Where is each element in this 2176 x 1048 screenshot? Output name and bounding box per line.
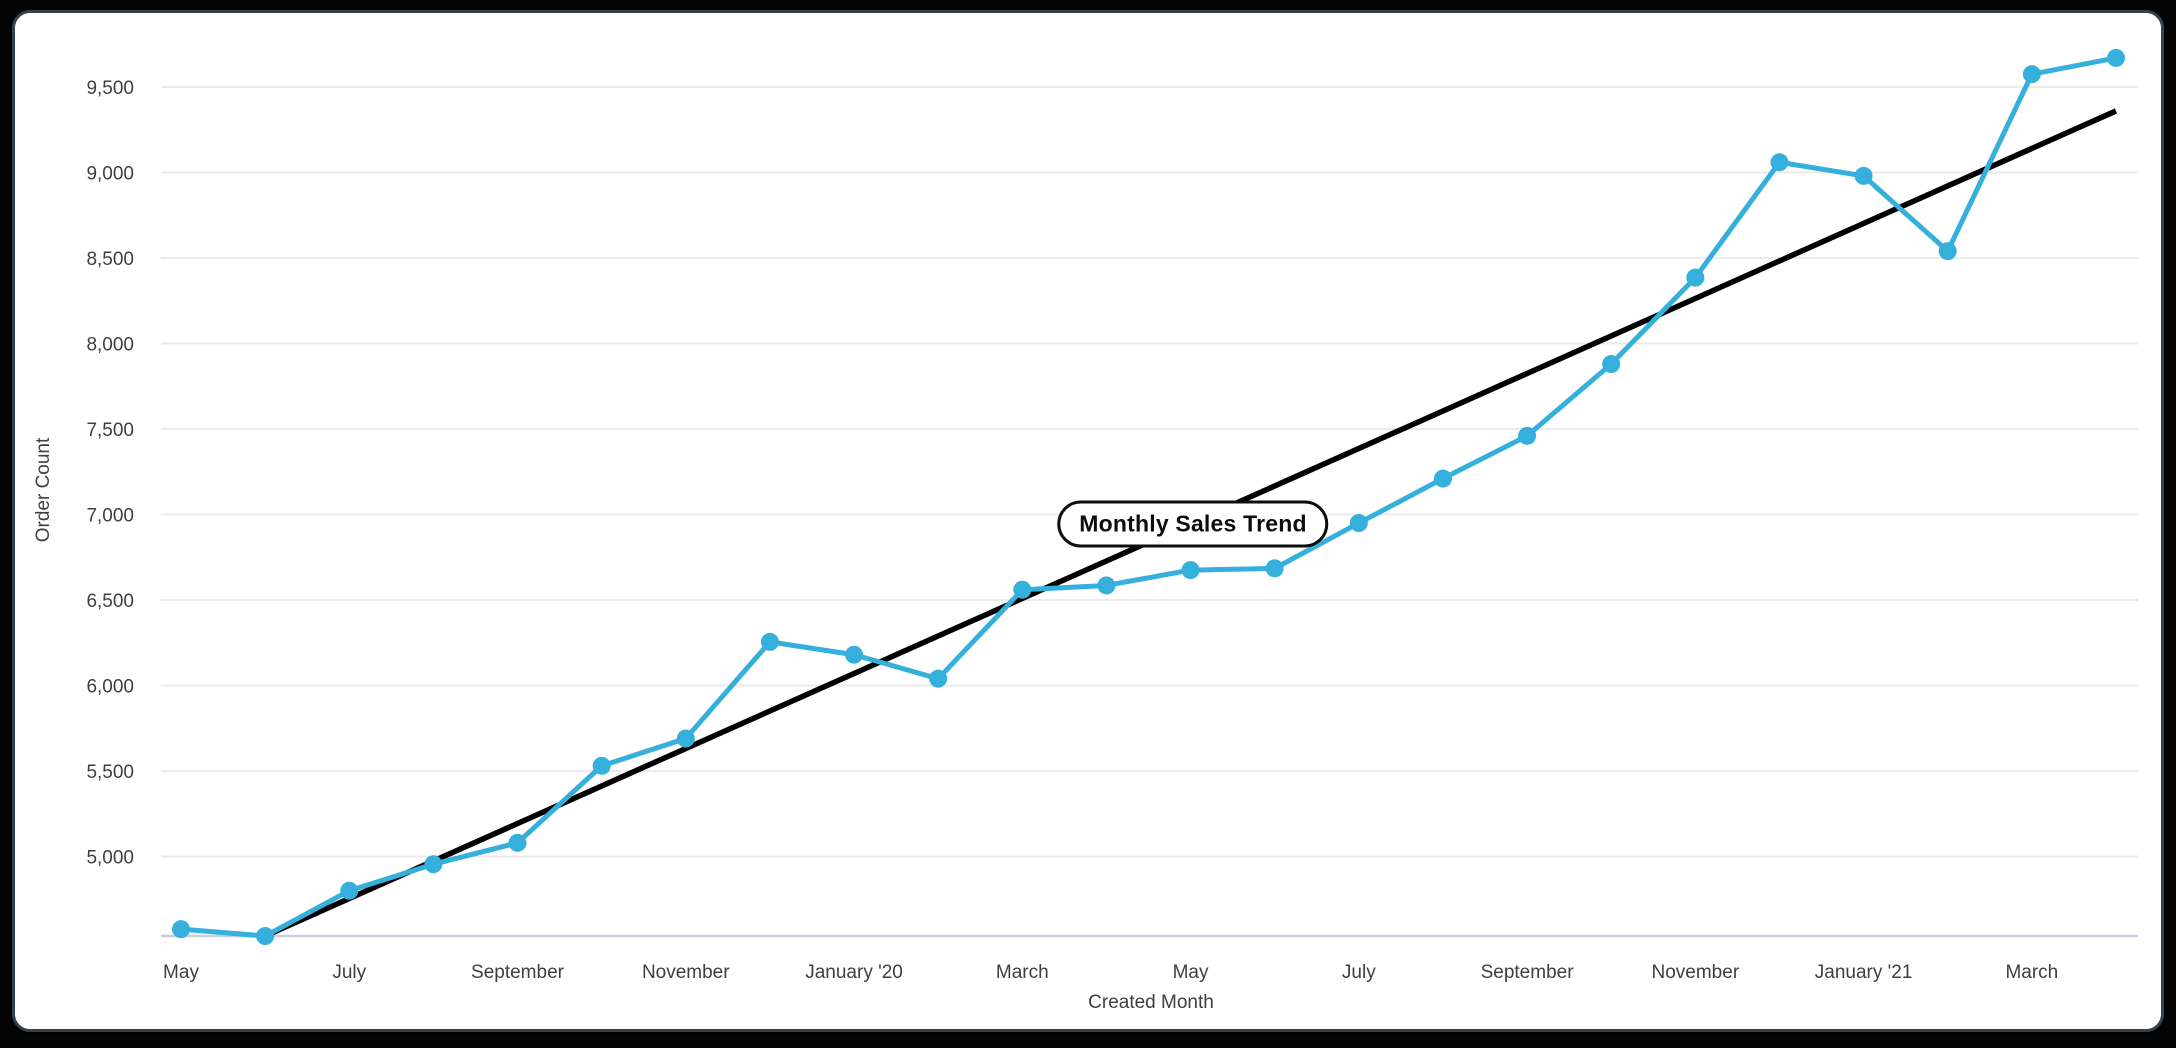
x-axis-tick-labels: May July September November January '20 March… [163,962,2058,983]
y-tick-label: 7,000 [86,506,134,527]
y-tick-label: 9,000 [86,164,134,185]
x-tick-label: January '21 [1815,962,1913,983]
data-point[interactable]: January 2021: 8,980 [1854,166,1873,185]
x-tick-label: September [471,962,565,983]
data-point[interactable]: August 2020: 7,210 [1433,469,1452,488]
y-tick-label: 7,500 [86,420,134,441]
data-point[interactable]: February 2021: 8,540 [1938,242,1957,261]
data-point[interactable]: June 2019: 4,535 [256,927,275,946]
y-axis-title: Order Count [33,437,54,542]
x-tick-label: July [332,962,366,983]
data-points: May 2019: 4,575 June 2019: 4,535 July 2019… [172,48,2125,946]
data-point[interactable]: February 2020: 6,040 [929,669,948,688]
data-point[interactable]: December 2020: 9,060 [1770,153,1789,172]
x-tick-label: May [1173,962,1209,983]
data-point[interactable]: July 2020: 6,950 [1349,514,1368,533]
x-tick-label: November [1652,962,1740,983]
data-point[interactable]: April 2021: 9,670 [2106,48,2125,67]
x-axis-title: Created Month [1088,992,1214,1013]
x-tick-label: March [2005,962,2058,983]
data-point[interactable]: September 2019: 5,080 [508,833,527,852]
y-tick-label: 6,000 [86,677,134,698]
gridlines [161,86,2138,858]
x-tick-label: March [996,962,1049,983]
data-point[interactable]: December 2019: 6,255 [760,632,779,651]
data-point[interactable]: November 2019: 5,690 [676,729,695,748]
y-axis-tick-labels: 5,000 5,500 6,000 6,500 7,000 7,500 8,000 8,500… [86,78,134,869]
y-tick-label: 9,500 [86,78,134,99]
data-point[interactable]: October 2020: 7,880 [1602,355,1621,374]
y-tick-label: 8,500 [86,249,134,270]
data-point[interactable]: October 2019: 5,530 [592,756,611,775]
y-tick-label: 6,500 [86,591,134,612]
data-point[interactable]: November 2020: 8,385 [1686,268,1705,287]
data-point[interactable]: September 2020: 7,460 [1518,426,1537,445]
y-tick-label: 8,000 [86,335,134,356]
x-tick-label: May [163,962,199,983]
data-point[interactable]: January 2020: 6,180 [845,645,864,664]
data-point[interactable]: May 2020: 6,675 [1181,561,1200,580]
data-point[interactable]: July 2019: 4,800 [340,881,359,900]
y-tick-label: 5,000 [86,848,134,869]
x-tick-label: July [1342,962,1376,983]
data-point[interactable]: April 2020: 6,585 [1097,576,1116,595]
data-point[interactable]: March 2021: 9,575 [2022,65,2041,84]
data-point[interactable]: August 2019: 4,955 [424,855,443,874]
x-tick-label: January '20 [805,962,903,983]
chart-card: 5,000 5,500 6,000 6,500 7,000 7,500 8,000 8,500… [12,10,2164,1032]
data-point[interactable]: March 2020: 6,560 [1013,580,1032,599]
x-tick-label: September [1481,962,1575,983]
y-tick-label: 5,500 [86,762,134,783]
data-point[interactable]: May 2019: 4,575 [172,920,190,939]
order-count-line [178,55,2119,939]
trend-label-pill: Monthly Sales Trend [1057,500,1329,548]
data-point[interactable]: June 2020: 6,685 [1265,559,1284,578]
x-tick-label: November [642,962,730,983]
